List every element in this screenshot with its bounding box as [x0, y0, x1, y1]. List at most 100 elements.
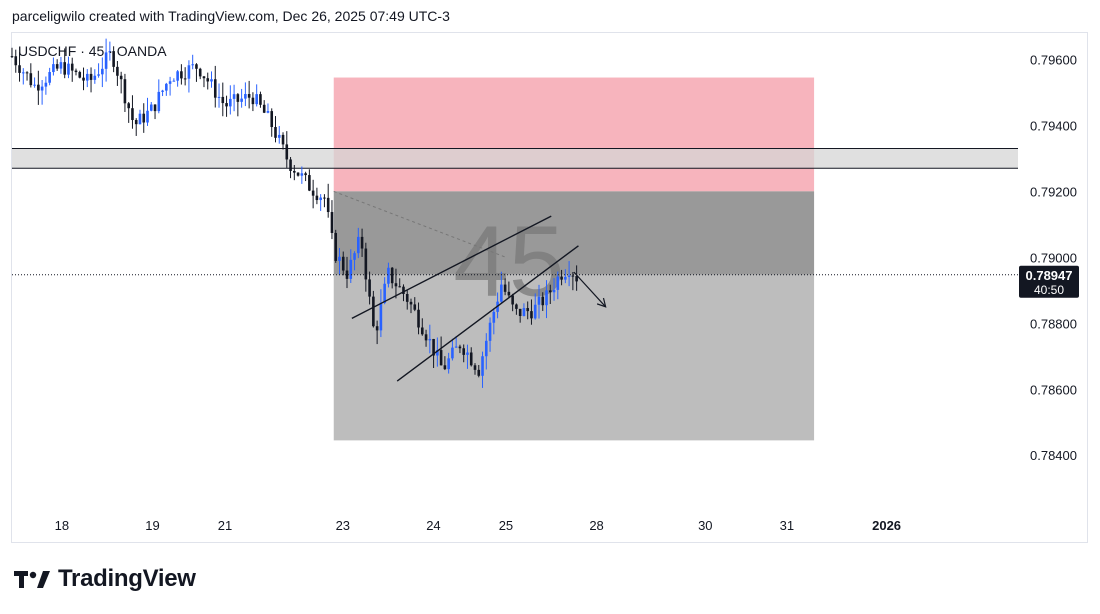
candle-body	[123, 79, 127, 104]
take-profit-zone[interactable]	[333, 274, 815, 441]
candle-body	[560, 276, 563, 280]
candle-body	[511, 295, 514, 305]
projection-arrow-head	[596, 297, 607, 308]
candle-body	[507, 291, 511, 296]
candle-body	[537, 296, 541, 305]
candle-body	[247, 94, 251, 98]
candle-body	[296, 172, 300, 176]
x-tick-label: 24	[426, 518, 440, 533]
candle-body	[466, 352, 469, 355]
candle-body	[206, 78, 210, 82]
resistance-band[interactable]	[12, 148, 1018, 169]
projection-arrow[interactable]	[573, 271, 607, 308]
candle-body	[262, 104, 266, 113]
x-tick-label: 23	[336, 518, 350, 533]
candle-body	[545, 290, 548, 306]
candle-body	[548, 290, 552, 293]
candle-body	[413, 304, 417, 310]
candle-body	[500, 284, 503, 302]
candle-body	[541, 296, 545, 306]
candle-body	[101, 68, 104, 75]
candle-body	[202, 76, 206, 79]
candle-body	[526, 308, 529, 312]
candle-body	[353, 253, 356, 260]
channel-lower-line[interactable]	[396, 245, 579, 382]
candle-body	[210, 79, 213, 82]
candle-body	[85, 73, 89, 81]
chart-frame	[11, 32, 1088, 543]
candle-body	[522, 308, 526, 317]
candle-body	[149, 104, 153, 111]
candle-body	[198, 68, 202, 77]
candle-body	[168, 81, 172, 84]
candle-body	[473, 365, 477, 370]
candle-body	[93, 75, 97, 80]
candle-body	[417, 309, 420, 328]
candle-body	[394, 283, 398, 287]
y-tick-label: 0.79600	[1030, 52, 1077, 67]
candle-body	[375, 326, 379, 331]
candle-body	[533, 304, 537, 319]
candle-body	[481, 356, 484, 376]
candle-body	[33, 84, 36, 86]
candle-body	[304, 173, 307, 176]
symbol-label[interactable]: USDCHF · 45 · OANDA	[18, 43, 167, 59]
candle-body	[67, 63, 70, 75]
candle-body	[240, 98, 243, 102]
candle-body	[18, 65, 21, 73]
y-tick-label: 0.78600	[1030, 382, 1077, 397]
x-tick-label: 19	[145, 518, 159, 533]
last-price-badge[interactable]	[1019, 265, 1079, 298]
candle-body	[112, 51, 115, 67]
candle-body	[251, 97, 255, 105]
candle-body	[40, 86, 44, 91]
candle-body	[503, 284, 507, 292]
candle-body	[10, 56, 14, 58]
y-tick-label: 0.79000	[1030, 250, 1077, 265]
candle-body	[25, 72, 29, 74]
candle-body	[518, 308, 522, 317]
candle-body	[289, 159, 292, 171]
candle-body	[157, 91, 161, 112]
candle-body	[55, 64, 59, 69]
stop-loss-zone[interactable]	[333, 77, 815, 192]
candle-body	[153, 104, 157, 112]
x-tick-label: 30	[698, 518, 712, 533]
candle-body	[402, 286, 405, 294]
candle-body	[300, 173, 304, 176]
candle-body	[236, 94, 240, 102]
last-price-value: 0.78947	[1026, 268, 1073, 283]
candle-body	[138, 113, 142, 125]
candle-body	[398, 286, 402, 288]
candle-body	[134, 120, 138, 125]
candle-body	[409, 301, 413, 305]
candle-body	[63, 62, 66, 75]
y-tick-label: 0.78800	[1030, 316, 1077, 331]
x-tick-label: 25	[499, 518, 513, 533]
tradingview-logo-icon	[14, 571, 50, 588]
candle-body	[70, 63, 74, 71]
candle-body	[567, 275, 571, 277]
dashed-trend-line[interactable]	[333, 190, 507, 258]
candle-body	[48, 72, 51, 83]
candle-body	[454, 346, 458, 348]
candle-body	[564, 276, 567, 280]
candle-body	[447, 358, 450, 370]
candle-body	[187, 65, 191, 79]
channel-upper-line[interactable]	[351, 215, 552, 319]
candle-body	[37, 84, 40, 91]
candle-body	[14, 56, 18, 66]
candle-body	[29, 73, 33, 86]
entry-zone[interactable]	[333, 191, 815, 275]
candle-body	[462, 348, 466, 355]
candle-body	[104, 52, 108, 69]
candle-body	[172, 80, 176, 82]
candle-body	[108, 51, 112, 53]
candle-body	[383, 283, 386, 303]
candle-body	[492, 311, 496, 323]
brand-logo[interactable]: TradingView	[14, 565, 196, 593]
candle-body	[266, 111, 270, 113]
candle-body	[78, 72, 82, 78]
candle-body	[530, 311, 533, 319]
